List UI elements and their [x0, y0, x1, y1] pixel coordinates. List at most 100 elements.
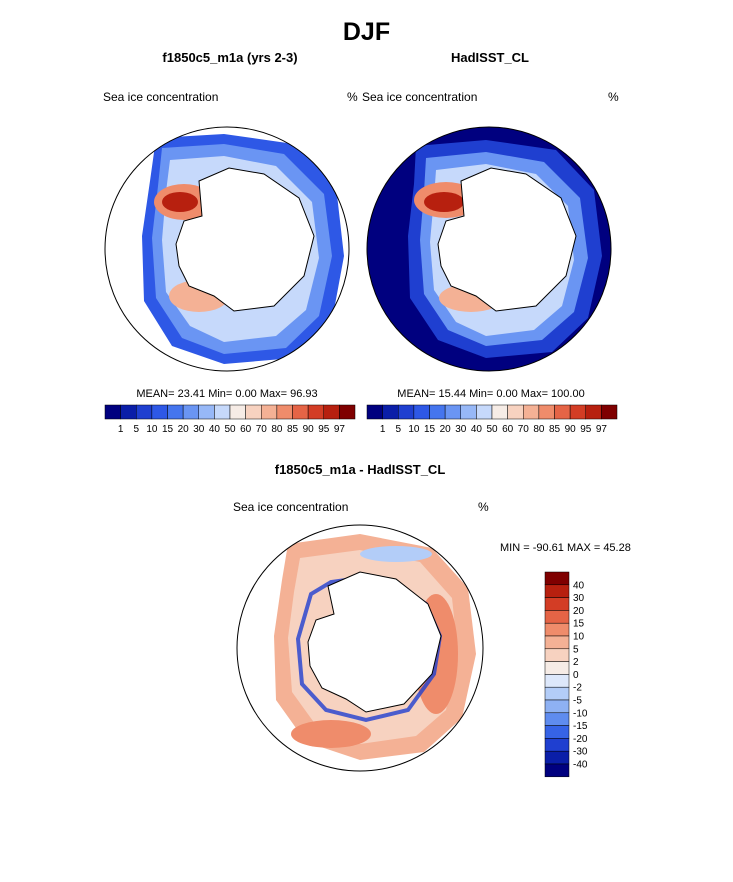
left-colorbar-tick-label: 40: [209, 424, 221, 435]
diff-colorbar-swatch: [544, 635, 570, 650]
left-colorbar-tick-label: 95: [318, 424, 330, 435]
left-colorbar-swatch: [198, 404, 215, 420]
diff-colorbar-tick-label: 0: [573, 670, 579, 681]
right-colorbar-tick-label: 70: [518, 424, 530, 435]
left-colorbar-tick-label: 70: [256, 424, 268, 435]
diff-colorbar-tick-label: 5: [573, 644, 579, 655]
right-antarctica: [437, 167, 577, 312]
left-colorbar-tick-label: 30: [193, 424, 205, 435]
left-antarctica: [175, 167, 315, 312]
diff-colorbar-swatch: [544, 763, 570, 778]
diff-colorbar-tick-label: 2: [573, 657, 579, 668]
left-colorbar-swatch: [229, 404, 246, 420]
left-colorbar-tick-label: 20: [178, 424, 190, 435]
right-map: [366, 126, 612, 372]
diff-colorbar-tick-label: -40: [573, 760, 588, 771]
right-colorbar-tick-label: 60: [502, 424, 514, 435]
diff-units-label: %: [478, 500, 489, 514]
right-colorbar-tick-label: 15: [424, 424, 436, 435]
right-colorbar-swatch: [491, 404, 508, 420]
diff-colorbar-swatch: [544, 597, 570, 611]
diff-colorbar-tick-label: -30: [573, 747, 588, 758]
diff-colorbar-swatch: [544, 661, 570, 675]
left-colorbar-tick-label: 1: [118, 424, 124, 435]
right-stats: MEAN= 15.44 Min= 0.00 Max= 100.00: [397, 388, 585, 400]
diff-colorbar-swatch: [544, 674, 570, 688]
left-colorbar-swatch: [307, 404, 324, 420]
right-colorbar-swatch: [366, 404, 383, 420]
left-colorbar-swatch: [339, 404, 356, 420]
left-colorbar-swatch: [323, 404, 340, 420]
left-colorbar-swatch: [292, 404, 309, 420]
diff-colorbar-swatch: [544, 584, 570, 598]
diff-colorbar-swatch: [544, 571, 570, 586]
right-colorbar-swatch: [444, 404, 461, 420]
diff-colorbar-tick-label: -20: [573, 734, 588, 745]
right-colorbar-swatch: [429, 404, 446, 420]
diff-colorbar-swatch: [544, 738, 570, 752]
right-colorbar-swatch: [382, 404, 399, 420]
right-colorbar-swatch: [476, 404, 493, 420]
right-colorbar-swatch: [460, 404, 477, 420]
diff-antarctica: [307, 571, 442, 713]
diff-colorbar-tick-label: -2: [573, 683, 582, 694]
right-colorbar-tick-label: 95: [580, 424, 592, 435]
diff-cold-patch: [360, 546, 432, 562]
left-stats: MEAN= 23.41 Min= 0.00 Max= 96.93: [136, 388, 318, 400]
diff-colorbar-swatch: [544, 750, 570, 765]
diff-colorbar-swatch: [544, 699, 570, 714]
left-colorbar-swatch: [214, 404, 231, 420]
left-colorbar-tick-label: 80: [271, 424, 283, 435]
left-colorbar-swatch: [104, 404, 121, 420]
right-colorbar-swatch: [585, 404, 602, 420]
diff-colorbar-tick-label: 10: [573, 632, 585, 643]
right-units-label: %: [608, 90, 619, 104]
left-variable-label: Sea ice concentration: [103, 90, 219, 104]
diff-colorbar-swatch: [544, 648, 570, 662]
left-panel-title: f1850c5_m1a (yrs 2-3): [162, 50, 298, 65]
diff-variable-label: Sea ice concentration: [233, 500, 349, 514]
diff-colorbar-tick-label: 30: [573, 593, 585, 604]
left-colorbar-tick-label: 85: [287, 424, 299, 435]
left-colorbar-swatch: [120, 404, 137, 420]
left-colorbar-swatch: [245, 404, 262, 420]
diff-colorbar-swatch: [544, 725, 570, 739]
diff-colorbar-swatch: [544, 712, 570, 726]
left-colorbar-swatch: [276, 404, 293, 420]
figure-title: DJF: [342, 18, 391, 46]
left-colorbar-tick-label: 15: [162, 424, 174, 435]
right-colorbar-swatch: [507, 404, 524, 420]
right-colorbar-swatch: [569, 404, 586, 420]
left-colorbar-swatch: [136, 404, 153, 420]
right-colorbar-tick-label: 50: [486, 424, 498, 435]
left-colorbar-swatch: [151, 404, 168, 420]
right-colorbar-tick-label: 10: [408, 424, 420, 435]
right-colorbar-swatch: [554, 404, 571, 420]
diff-map: [236, 524, 484, 772]
left-colorbar: 1 5 10 15 20 30 40 50 60 70 80 85 90 95 97: [104, 404, 356, 435]
left-colorbar-tick-label: 97: [334, 424, 346, 435]
diff-colorbar-tick-label: 40: [573, 580, 585, 591]
right-colorbar-swatch: [601, 404, 618, 420]
right-weddell-core: [424, 192, 464, 212]
right-colorbar-tick-label: 97: [596, 424, 608, 435]
diff-warm-patch-2: [291, 720, 371, 748]
right-colorbar-tick-label: 40: [471, 424, 483, 435]
diff-colorbar-tick-label: -10: [573, 708, 588, 719]
diff-colorbar-tick-label: 15: [573, 619, 585, 630]
left-colorbar-tick-label: 50: [224, 424, 236, 435]
right-colorbar-tick-label: 80: [533, 424, 545, 435]
diff-colorbar-swatch: [544, 610, 570, 624]
left-colorbar-swatch: [167, 404, 184, 420]
left-units-label: %: [347, 90, 358, 104]
diff-colorbar-swatch: [544, 686, 570, 701]
left-colorbar-tick-label: 5: [133, 424, 139, 435]
right-colorbar-swatch: [413, 404, 430, 420]
right-colorbar-tick-label: 90: [565, 424, 577, 435]
right-colorbar-tick-label: 20: [440, 424, 452, 435]
left-colorbar-swatch: [261, 404, 278, 420]
right-colorbar-tick-label: 1: [380, 424, 386, 435]
diff-colorbar-tick-label: -15: [573, 721, 588, 732]
right-colorbar-tick-label: 5: [395, 424, 401, 435]
